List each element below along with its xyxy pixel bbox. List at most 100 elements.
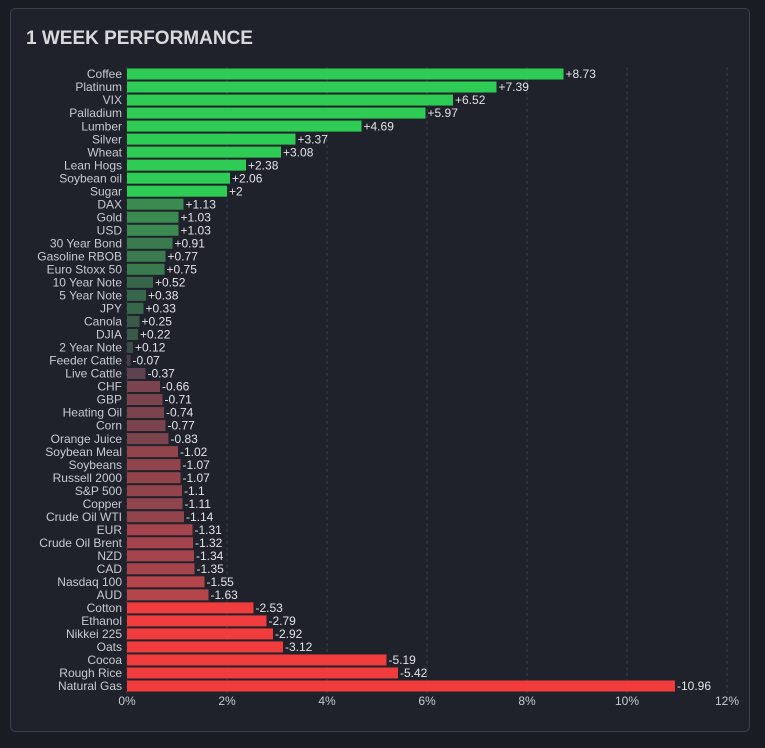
bar [127, 263, 165, 275]
bar [127, 172, 230, 184]
x-tick-label: 10% [615, 694, 639, 708]
y-tick-label: EUR [97, 523, 123, 537]
bar [127, 107, 426, 119]
x-tick-label: 8% [518, 694, 536, 708]
bar [127, 641, 283, 653]
value-label: -0.07 [133, 354, 161, 368]
value-label: -2.92 [275, 627, 303, 641]
value-label: +3.37 [298, 132, 329, 146]
value-label: +1.03 [181, 210, 212, 224]
bar [127, 433, 169, 445]
bar [127, 146, 281, 158]
y-tick-label: Palladium [69, 106, 122, 120]
value-label: +7.39 [499, 80, 530, 94]
y-tick-label: VIX [103, 93, 122, 107]
y-tick-label: Nasdaq 100 [57, 575, 122, 589]
value-label: +4.69 [364, 119, 395, 133]
y-tick-label: Lean Hogs [64, 158, 122, 172]
bar [127, 472, 181, 484]
value-label: +6.52 [455, 93, 486, 107]
y-tick-label: Crude Oil WTI [46, 510, 122, 524]
value-label: +0.77 [168, 249, 199, 263]
bar [127, 550, 194, 562]
bar [127, 120, 362, 132]
bar [127, 563, 195, 575]
x-tick-label: 4% [318, 694, 336, 708]
bar [127, 289, 146, 301]
bar [127, 680, 675, 692]
bar [127, 628, 273, 640]
y-tick-label: Feeder Cattle [49, 354, 122, 368]
value-label: -0.83 [171, 432, 199, 446]
value-label: -0.71 [165, 393, 193, 407]
value-label: -1.55 [207, 575, 235, 589]
bar [127, 224, 179, 236]
y-tick-label: Coffee [87, 67, 122, 81]
bar [127, 667, 398, 679]
y-tick-label: Gasoline RBOB [37, 249, 122, 263]
y-tick-label: 2 Year Note [59, 341, 122, 355]
bar [127, 94, 453, 106]
value-label: -2.79 [269, 614, 297, 628]
value-label: +0.75 [167, 262, 198, 276]
y-tick-label: Platinum [75, 80, 122, 94]
y-tick-label: Live Cattle [65, 367, 122, 381]
bar [127, 407, 164, 419]
y-tick-label: 5 Year Note [59, 289, 122, 303]
value-label: +2 [229, 184, 243, 198]
y-tick-label: Soybean Meal [45, 445, 122, 459]
value-label: +0.91 [175, 236, 206, 250]
value-label: +2.38 [248, 158, 279, 172]
value-label: -2.53 [256, 601, 284, 615]
bar [127, 615, 267, 627]
bar [127, 602, 254, 614]
bar [127, 211, 179, 223]
y-tick-label: DJIA [96, 328, 122, 342]
x-tick-label: 6% [418, 694, 436, 708]
value-label: -1.07 [183, 458, 211, 472]
y-tick-label: Soybeans [69, 458, 122, 472]
value-label: +8.73 [566, 67, 597, 81]
bar [127, 511, 184, 523]
y-tick-label: USD [97, 223, 123, 237]
bar [127, 133, 296, 145]
value-label: +0.25 [142, 315, 173, 329]
y-tick-label: Silver [92, 132, 122, 146]
y-tick-label: Nikkei 225 [66, 627, 122, 641]
value-label: +0.12 [135, 341, 166, 355]
bar [127, 537, 193, 549]
value-label: -1.14 [186, 510, 214, 524]
value-label: +2.06 [232, 171, 263, 185]
y-tick-label: NZD [97, 549, 122, 563]
bar [127, 459, 181, 471]
y-tick-label: AUD [97, 588, 123, 602]
y-tick-label: Gold [97, 210, 122, 224]
y-tick-label: Heating Oil [63, 406, 122, 420]
y-tick-label: 10 Year Note [53, 276, 123, 290]
bar [127, 654, 387, 666]
value-label: +0.52 [155, 276, 186, 290]
bar [127, 341, 133, 353]
bar [127, 328, 138, 340]
value-label: +0.33 [146, 302, 177, 316]
y-tick-label: Crude Oil Brent [39, 536, 122, 550]
value-label: -1.02 [180, 445, 208, 459]
value-label: -1.32 [195, 536, 223, 550]
y-tick-label: Sugar [90, 184, 122, 198]
value-label: +0.22 [140, 328, 171, 342]
bar [127, 302, 144, 314]
value-label: -1.1 [184, 484, 205, 498]
x-tick-label: 0% [118, 694, 136, 708]
y-tick-label: Russell 2000 [53, 471, 123, 485]
value-label: -1.35 [197, 562, 225, 576]
bar [127, 198, 184, 210]
y-tick-label: S&P 500 [75, 484, 122, 498]
bar [127, 81, 497, 93]
bar [127, 276, 153, 288]
bar [127, 576, 205, 588]
bar [127, 354, 131, 366]
y-tick-label: Orange Juice [51, 432, 123, 446]
y-tick-label: DAX [97, 197, 122, 211]
